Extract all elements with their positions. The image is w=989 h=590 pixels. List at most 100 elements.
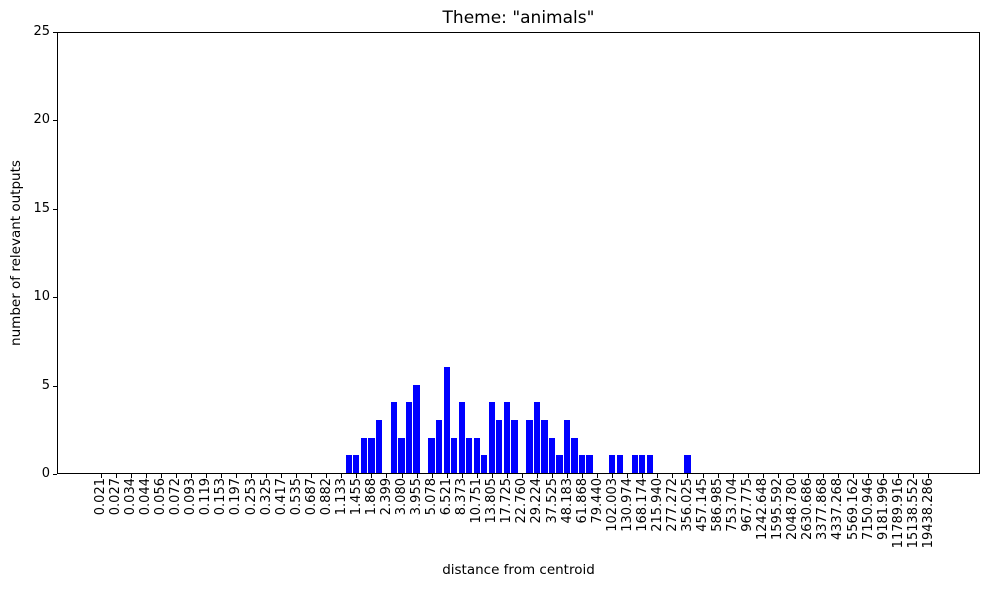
bar — [405, 402, 413, 473]
x-tick-mark — [868, 474, 870, 478]
x-tick-mark — [717, 474, 719, 478]
x-tick-label: 0.687 — [303, 478, 319, 516]
x-tick-label: 1.133 — [333, 478, 349, 516]
x-tick-mark — [702, 474, 704, 478]
y-tick-mark — [53, 385, 57, 387]
bar — [639, 455, 646, 473]
x-tick-mark — [130, 474, 132, 478]
x-tick-label: 0.253 — [243, 478, 259, 516]
bar — [451, 437, 458, 473]
x-tick-label: 48.183 — [559, 478, 575, 524]
bar — [526, 419, 533, 473]
x-tick-label: 0.021 — [93, 478, 108, 516]
bar — [413, 384, 420, 473]
x-tick-mark — [235, 474, 237, 478]
y-tick-label: 10 — [33, 289, 50, 305]
x-tick-label: 7150.946 — [860, 478, 876, 541]
x-tick-mark — [928, 474, 930, 478]
x-tick-mark — [190, 474, 192, 478]
x-tick-label: 1.868 — [363, 478, 379, 516]
x-tick-label: 22.760 — [514, 478, 530, 524]
x-tick-label: 457.145 — [695, 478, 710, 532]
x-tick-mark — [822, 474, 824, 478]
x-tick-label: 168.174 — [634, 478, 650, 532]
bar — [398, 437, 405, 473]
bar — [609, 455, 616, 473]
x-tick-mark — [431, 474, 433, 478]
x-tick-label: 11789.916 — [890, 478, 906, 549]
x-tick-mark — [883, 474, 885, 478]
bar — [533, 402, 541, 473]
x-tick-mark — [491, 474, 493, 478]
bar — [548, 437, 556, 473]
x-tick-label: 215.940 — [649, 478, 665, 532]
x-tick-mark — [762, 474, 764, 478]
bar — [578, 455, 586, 473]
y-axis-label: number of relevant outputs — [8, 160, 24, 346]
x-tick-mark — [913, 474, 915, 478]
x-tick-mark — [642, 474, 644, 478]
x-tick-label: 586.985 — [710, 478, 726, 532]
x-tick-label: 79.440 — [589, 478, 605, 524]
x-tick-label: 3.955 — [409, 478, 425, 516]
bar — [556, 455, 563, 473]
x-tick-mark — [326, 474, 328, 478]
y-tick-label: 25 — [33, 24, 50, 39]
x-tick-label: 356.025 — [679, 478, 695, 532]
x-tick-label: 3.080 — [394, 478, 409, 516]
x-tick-label: 17.725 — [499, 478, 515, 524]
chart-title: Theme: "animals" — [442, 8, 595, 28]
x-tick-mark — [266, 474, 268, 478]
x-tick-mark — [296, 474, 298, 478]
x-tick-mark — [115, 474, 117, 478]
bar — [435, 419, 443, 473]
bar — [496, 419, 503, 473]
x-tick-mark — [386, 474, 388, 478]
x-tick-mark — [281, 474, 283, 478]
x-tick-label: 37.525 — [544, 478, 560, 524]
bar — [428, 437, 435, 473]
y-tick-label: 20 — [33, 112, 50, 128]
x-tick-mark — [582, 474, 584, 478]
x-tick-label: 967.775 — [740, 478, 756, 532]
bar — [646, 455, 653, 473]
y-tick-label: 5 — [41, 377, 50, 393]
x-tick-label: 130.974 — [619, 478, 635, 532]
x-tick-mark — [341, 474, 343, 478]
x-tick-label: 5569.162 — [845, 478, 861, 541]
bar — [586, 455, 593, 473]
x-tick-mark — [401, 474, 403, 478]
x-tick-mark — [837, 474, 839, 478]
x-tick-label: 3377.868 — [815, 478, 831, 541]
x-tick-label: 1.455 — [348, 478, 364, 516]
x-tick-label: 8.373 — [454, 478, 470, 516]
x-tick-label: 0.093 — [183, 478, 199, 516]
x-tick-label: 753.704 — [725, 478, 741, 532]
bar — [616, 455, 623, 473]
x-tick-label: 0.535 — [288, 478, 304, 516]
x-tick-label: 0.119 — [198, 478, 214, 516]
bar — [345, 455, 352, 473]
bar — [375, 419, 383, 473]
x-tick-label: 2.399 — [378, 478, 394, 516]
bar — [511, 419, 518, 473]
x-tick-mark — [777, 474, 779, 478]
x-tick-label: 13.805 — [484, 478, 500, 524]
x-tick-mark — [446, 474, 448, 478]
y-tick-label: 0 — [41, 466, 50, 481]
x-tick-label: 0.034 — [123, 478, 139, 516]
bar — [466, 437, 473, 473]
x-tick-mark — [461, 474, 463, 478]
x-tick-mark — [853, 474, 854, 478]
x-tick-mark — [356, 474, 358, 478]
x-tick-mark — [898, 474, 900, 478]
x-tick-label: 0.027 — [108, 478, 124, 516]
y-tick-mark — [53, 474, 57, 475]
x-tick-label: 0.044 — [138, 478, 154, 516]
x-tick-label: 19438.286 — [920, 478, 936, 549]
x-tick-mark — [567, 474, 569, 478]
x-tick-label: 4337.268 — [830, 478, 846, 541]
x-tick-label: 102.003 — [604, 478, 620, 532]
y-tick-mark — [53, 297, 57, 299]
bar — [353, 455, 360, 473]
